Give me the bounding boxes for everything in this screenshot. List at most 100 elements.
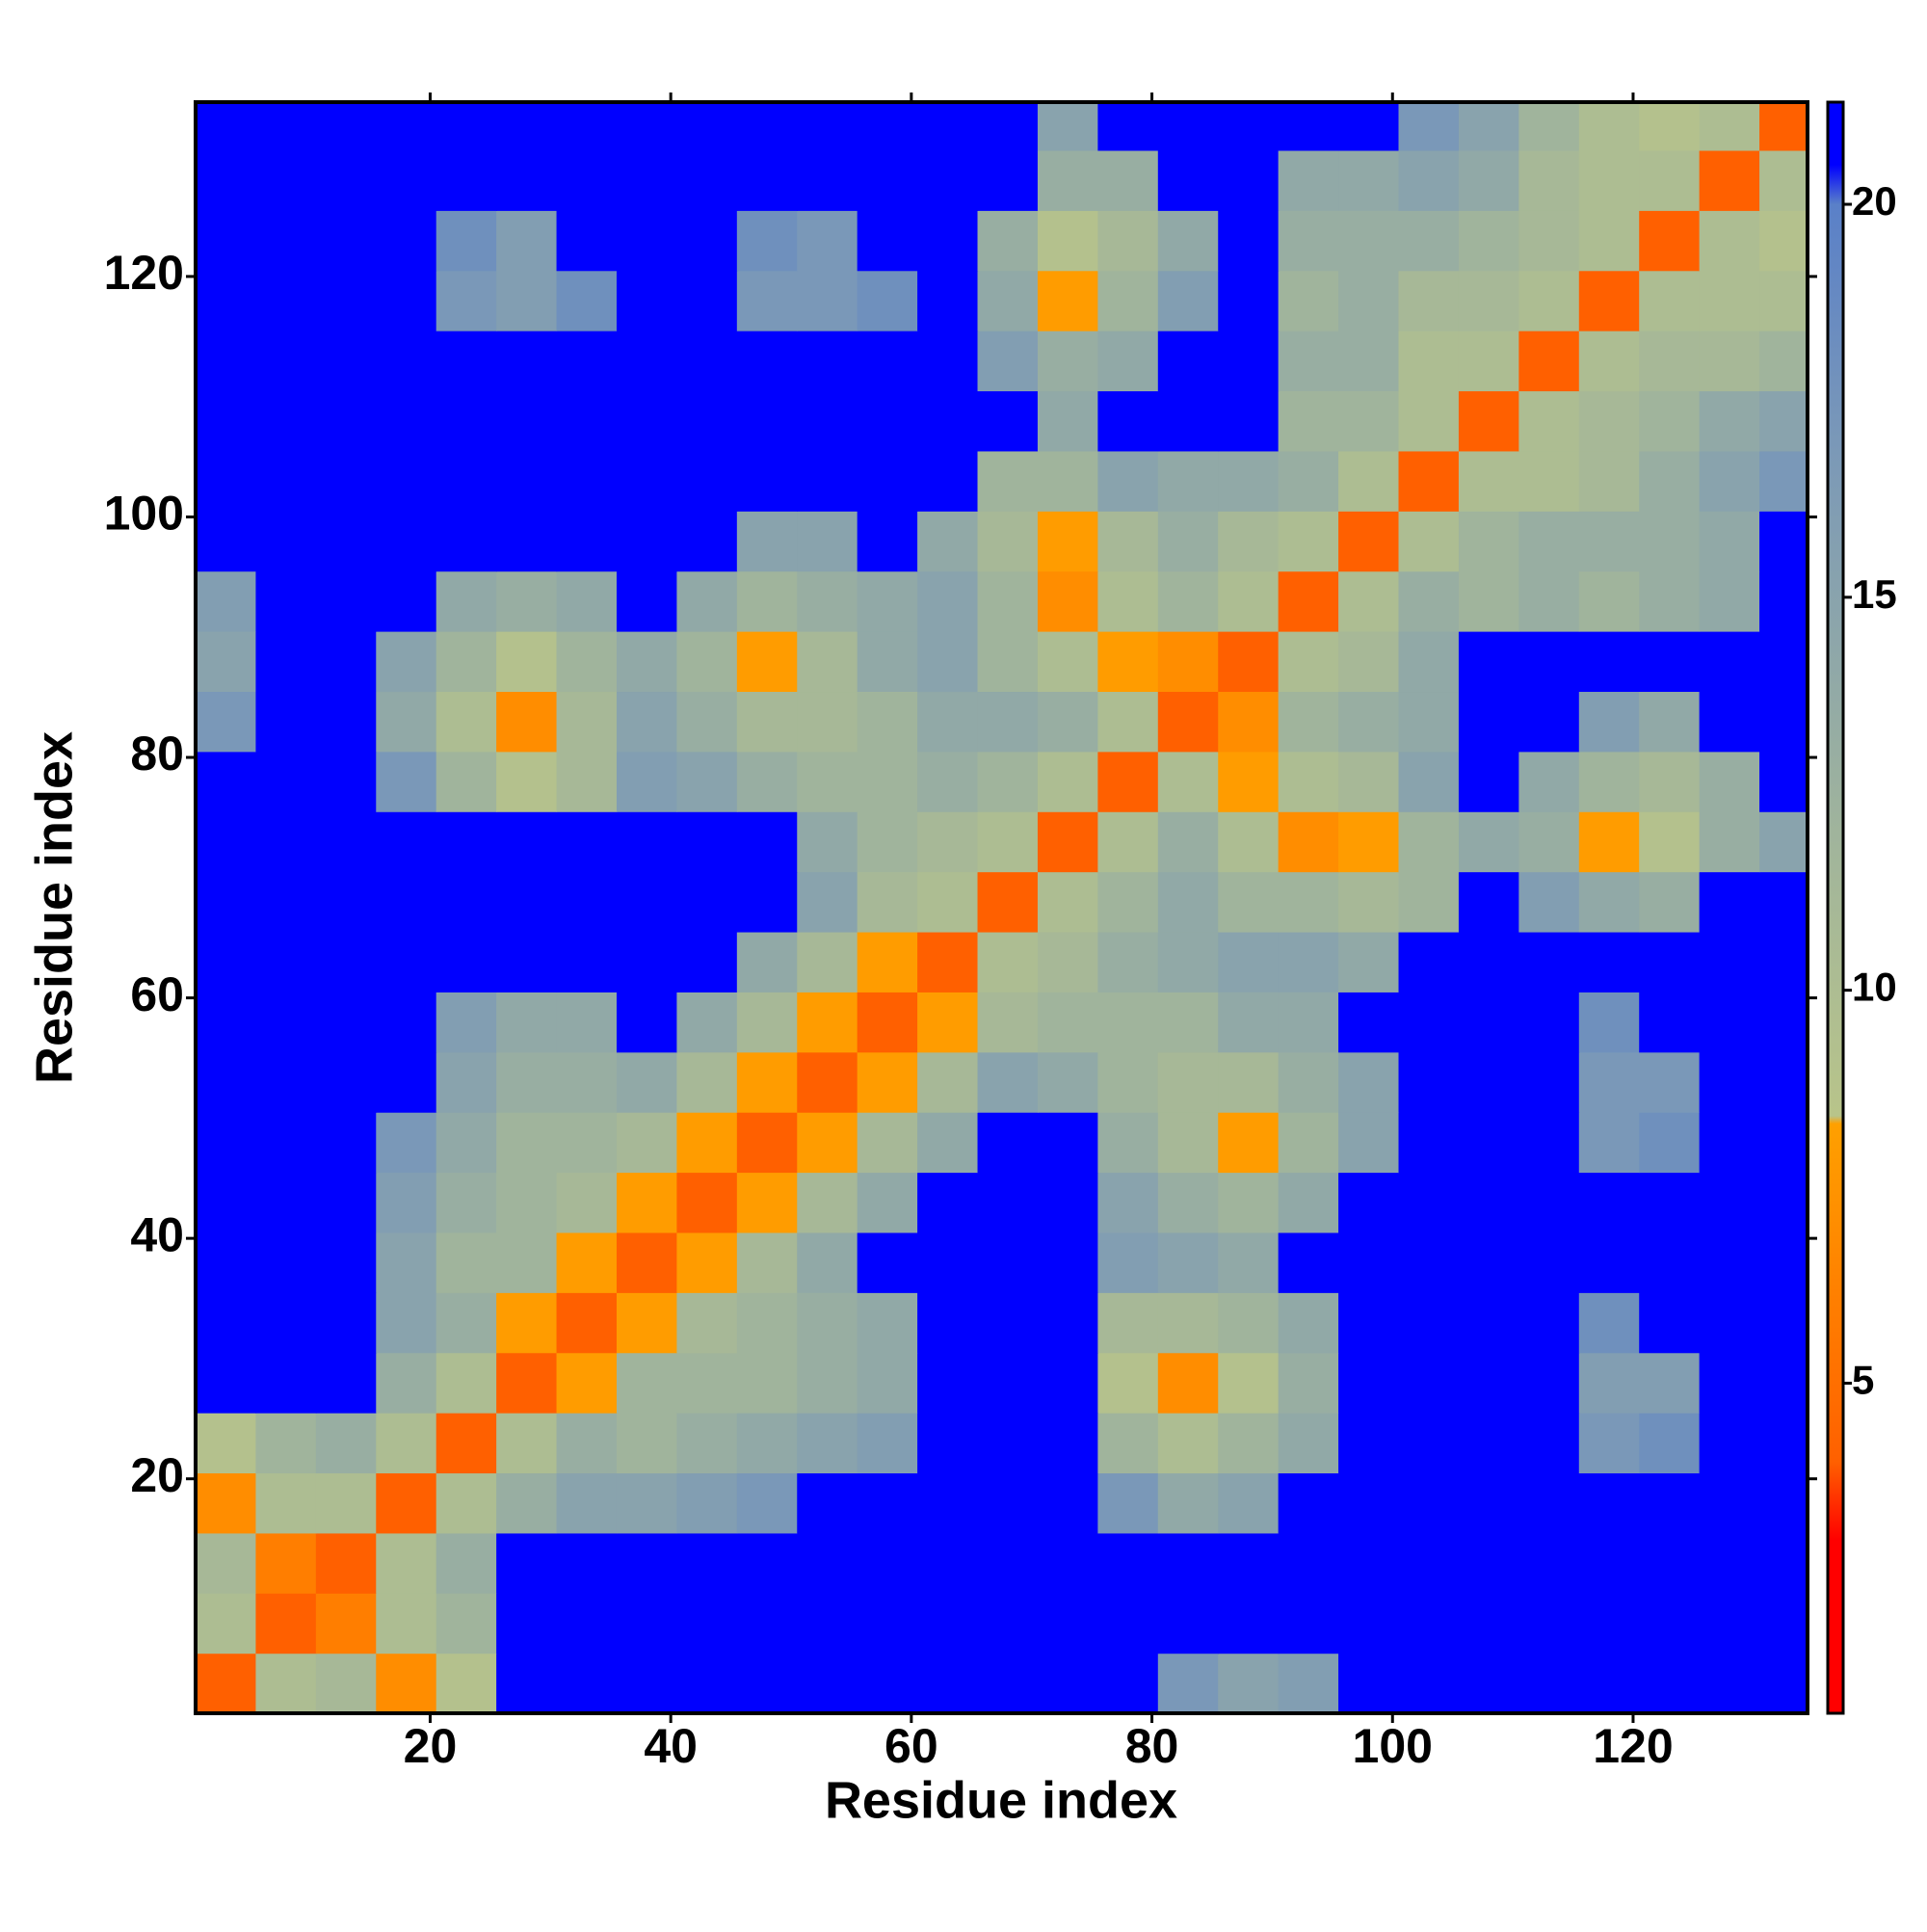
heatmap-cell bbox=[556, 1352, 618, 1414]
heatmap-cell bbox=[1218, 1352, 1280, 1414]
heatmap-cell bbox=[556, 1472, 618, 1534]
heatmap-cell bbox=[1639, 511, 1701, 572]
heatmap-cell bbox=[1759, 1112, 1808, 1174]
heatmap-cell bbox=[255, 1231, 317, 1293]
heatmap-cell bbox=[797, 631, 858, 693]
heatmap-cell bbox=[255, 1653, 317, 1714]
heatmap-cell bbox=[1518, 390, 1580, 452]
heatmap-cell bbox=[857, 1413, 918, 1474]
heatmap-cell bbox=[736, 751, 798, 812]
heatmap-cell bbox=[857, 992, 918, 1053]
heatmap-cell bbox=[1578, 1231, 1640, 1293]
heatmap-cell bbox=[1157, 511, 1219, 572]
heatmap-cell bbox=[1699, 390, 1760, 452]
heatmap-cell bbox=[736, 570, 798, 632]
heatmap-cell bbox=[797, 1532, 858, 1594]
heatmap-cell bbox=[1037, 1653, 1098, 1714]
heatmap-cell bbox=[255, 390, 317, 452]
heatmap-cell bbox=[376, 1413, 437, 1474]
heatmap-cell bbox=[797, 751, 858, 812]
heatmap-cell bbox=[556, 102, 618, 151]
heatmap-cell bbox=[1037, 1472, 1098, 1534]
heatmap-cell bbox=[917, 1532, 979, 1594]
heatmap-cell bbox=[1097, 811, 1159, 873]
heatmap-cell bbox=[1278, 450, 1339, 512]
heatmap-cell bbox=[1097, 1532, 1159, 1594]
heatmap-cell bbox=[977, 631, 1039, 693]
heatmap-cell bbox=[1518, 450, 1580, 512]
heatmap-cell bbox=[1578, 1112, 1640, 1174]
heatmap-cell bbox=[736, 1231, 798, 1293]
heatmap-cell bbox=[1398, 931, 1460, 992]
heatmap-cell bbox=[1398, 1231, 1460, 1293]
heatmap-cell bbox=[977, 691, 1039, 753]
heatmap-cell bbox=[1699, 270, 1760, 331]
heatmap-cell bbox=[436, 1112, 497, 1174]
heatmap-cell bbox=[1157, 871, 1219, 933]
heatmap-cell bbox=[1157, 331, 1219, 392]
heatmap-cell bbox=[1518, 751, 1580, 812]
heatmap-cell bbox=[1759, 1172, 1808, 1233]
heatmap-cell bbox=[556, 751, 618, 812]
heatmap-cell bbox=[1097, 1292, 1159, 1354]
heatmap-cell bbox=[1759, 691, 1808, 753]
heatmap-cell bbox=[556, 570, 618, 632]
colorbar-tick-label: 15 bbox=[1852, 571, 1897, 617]
heatmap-cell bbox=[977, 270, 1039, 331]
heatmap-cell bbox=[315, 1172, 377, 1233]
heatmap-cell bbox=[255, 149, 317, 211]
heatmap-cell bbox=[736, 1413, 798, 1474]
heatmap-cell bbox=[1639, 1352, 1701, 1414]
heatmap-cell bbox=[797, 210, 858, 272]
heatmap-cell bbox=[436, 390, 497, 452]
heatmap-cell bbox=[496, 1653, 558, 1714]
heatmap-cell bbox=[1518, 1112, 1580, 1174]
heatmap-cell bbox=[676, 450, 738, 512]
heatmap-cell bbox=[1037, 871, 1098, 933]
heatmap-cell bbox=[376, 1593, 437, 1654]
heatmap-cell bbox=[1218, 871, 1280, 933]
heatmap-cell bbox=[1639, 691, 1701, 753]
heatmap-cell bbox=[1458, 1593, 1519, 1654]
heatmap-cell bbox=[1518, 1292, 1580, 1354]
heatmap-cell bbox=[1218, 1653, 1280, 1714]
heatmap-cell bbox=[1518, 210, 1580, 272]
heatmap-cell bbox=[1759, 331, 1808, 392]
heatmap-cell bbox=[1518, 1532, 1580, 1594]
heatmap-cell bbox=[1278, 331, 1339, 392]
heatmap-cell bbox=[196, 871, 257, 933]
heatmap-cell bbox=[196, 1653, 257, 1714]
heatmap-cell bbox=[676, 1472, 738, 1534]
heatmap-cell bbox=[1458, 992, 1519, 1053]
heatmap-cell bbox=[1338, 1051, 1400, 1113]
heatmap-cell bbox=[616, 331, 678, 392]
heatmap-cell bbox=[1037, 511, 1098, 572]
heatmap-cell bbox=[255, 331, 317, 392]
heatmap-cell bbox=[1518, 1352, 1580, 1414]
heatmap-cell bbox=[1458, 149, 1519, 211]
heatmap-cell bbox=[1097, 570, 1159, 632]
heatmap-cell bbox=[736, 811, 798, 873]
heatmap-cell bbox=[315, 751, 377, 812]
heatmap-cell bbox=[1278, 1292, 1339, 1354]
heatmap-cell bbox=[917, 1472, 979, 1534]
heatmap-cell bbox=[1097, 871, 1159, 933]
heatmap-cell bbox=[1218, 1292, 1280, 1354]
heatmap-cell bbox=[1218, 811, 1280, 873]
heatmap-cell bbox=[1338, 751, 1400, 812]
heatmap-cell bbox=[436, 102, 497, 151]
heatmap-cell bbox=[857, 1532, 918, 1594]
heatmap-cell bbox=[1097, 1051, 1159, 1113]
heatmap-cell bbox=[1639, 871, 1701, 933]
heatmap-cell bbox=[1639, 331, 1701, 392]
heatmap-cell bbox=[376, 1112, 437, 1174]
heatmap-cell bbox=[616, 511, 678, 572]
heatmap-cell bbox=[1338, 1413, 1400, 1474]
heatmap-cell bbox=[1338, 511, 1400, 572]
heatmap-cell bbox=[196, 270, 257, 331]
heatmap-cell bbox=[1458, 631, 1519, 693]
heatmap-cell bbox=[797, 331, 858, 392]
heatmap-cell bbox=[1278, 390, 1339, 452]
heatmap-cell bbox=[376, 931, 437, 992]
heatmap-cell bbox=[1157, 1292, 1219, 1354]
